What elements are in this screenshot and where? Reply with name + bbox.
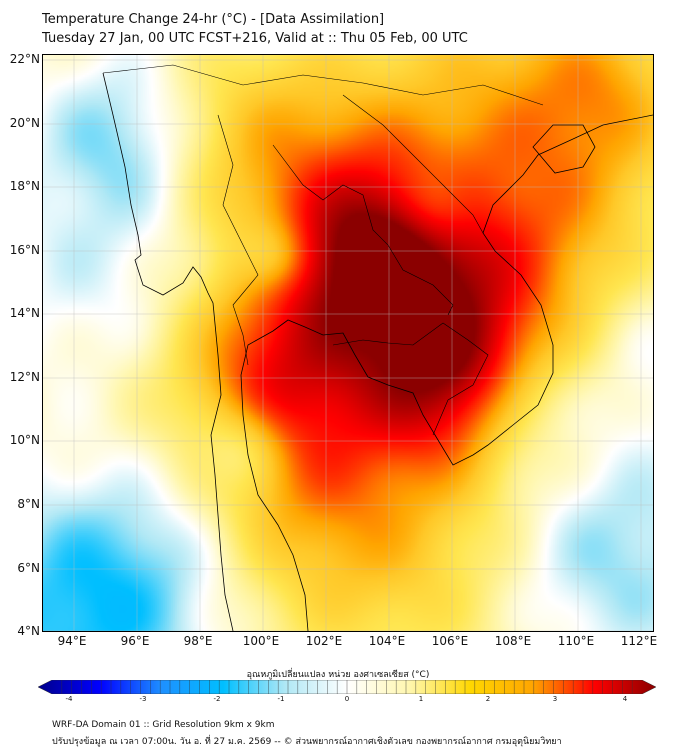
- border-china: [102, 64, 544, 106]
- colorbar-tick: -4: [65, 695, 73, 703]
- lon-tick: 106°E: [431, 634, 469, 648]
- lat-tick: 6°N: [17, 561, 40, 575]
- lon-tick: 96°E: [120, 634, 150, 648]
- lon-tick: 108°E: [494, 634, 532, 648]
- lat-lon-grid: [43, 55, 653, 631]
- border-laos-vietnam: [342, 94, 484, 234]
- lat-tick: 16°N: [9, 243, 40, 257]
- colorbar-tick: 1: [418, 695, 424, 703]
- lat-tick: 8°N: [17, 497, 40, 511]
- country-borders: [102, 64, 544, 436]
- lon-tick: 98°E: [183, 634, 213, 648]
- coast-gulf-thailand: [240, 114, 653, 631]
- map-frame: [42, 54, 654, 632]
- map-overlay: [43, 55, 653, 631]
- footer-credit: ปรับปรุงข้อมูล ณ เวลา 07:00น. วัน อ. ที่…: [52, 737, 562, 747]
- colorbar-tick: -2: [213, 695, 221, 703]
- border-cambodia-vietnam: [432, 322, 489, 436]
- colorbar-tick: 2: [485, 695, 491, 703]
- lon-tick: 102°E: [305, 634, 343, 648]
- border-thailand-cambodia: [332, 322, 444, 346]
- lat-tick: 18°N: [9, 179, 40, 193]
- colorbar-tick: 0: [344, 695, 350, 703]
- lat-tick: 14°N: [9, 306, 40, 320]
- colorbar-tick: -1: [277, 695, 285, 703]
- footer-model-info: WRF-DA Domain 01 :: Grid Resolution 9km …: [52, 720, 275, 730]
- colorbar-label: อุณหภูมิเปลี่ยนแปลง หน่วย องศาเซลเซียส (…: [246, 670, 430, 680]
- lon-tick: 112°E: [620, 634, 658, 648]
- lat-tick: 20°N: [9, 116, 40, 130]
- colorbar-tick: 4: [622, 695, 628, 703]
- border-thailand-myanmar: [217, 114, 259, 366]
- lon-tick: 104°E: [368, 634, 406, 648]
- lon-tick: 110°E: [557, 634, 595, 648]
- coast-myanmar-west: [102, 72, 234, 631]
- map-title: Temperature Change 24-hr (°C) - [Data As…: [42, 12, 385, 27]
- colorbar-tick: -3: [139, 695, 147, 703]
- lat-tick: 22°N: [9, 52, 40, 66]
- lat-tick: 4°N: [17, 624, 40, 638]
- border-thailand-laos: [272, 144, 454, 316]
- coast-hainan: [532, 124, 596, 174]
- lon-tick: 100°E: [242, 634, 280, 648]
- lon-tick: 94°E: [57, 634, 87, 648]
- coastlines: [102, 72, 653, 631]
- colorbar: [38, 680, 656, 694]
- lat-tick: 12°N: [9, 370, 40, 384]
- map-subtitle: Tuesday 27 Jan, 00 UTC FCST+216, Valid a…: [42, 31, 468, 46]
- colorbar-tick: 3: [552, 695, 558, 703]
- lat-tick: 10°N: [9, 433, 40, 447]
